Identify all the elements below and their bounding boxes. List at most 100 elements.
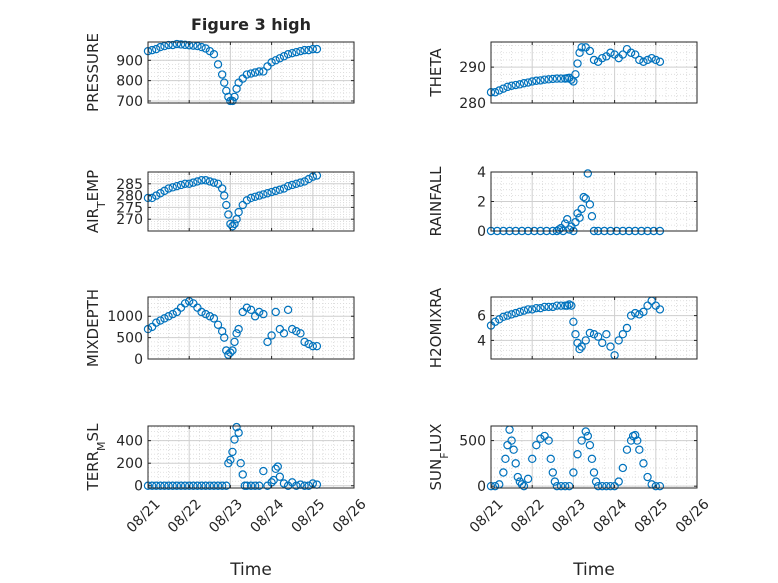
data-point (180, 299, 190, 308)
data-point (189, 178, 198, 187)
data-point (234, 207, 243, 217)
data-point (197, 176, 206, 185)
data-point (593, 481, 603, 491)
data-point (152, 318, 161, 327)
data-point (499, 468, 508, 477)
data-point (213, 60, 223, 69)
data-point (255, 307, 264, 317)
series-mixdepth (143, 297, 322, 359)
data-point (536, 434, 545, 443)
data-point (267, 187, 276, 197)
y-tick-label: 2 (477, 195, 486, 211)
data-point (263, 337, 272, 347)
data-point (197, 307, 206, 317)
y-tick-label: 4 (477, 333, 486, 349)
subplot-rainfall: 0 2 4 RAINFALL (427, 165, 698, 240)
data-point (618, 330, 628, 339)
axes-frame (490, 41, 698, 104)
data-point (275, 185, 285, 194)
data-point (279, 329, 289, 338)
data-point (292, 481, 301, 490)
data-point (593, 332, 603, 341)
data-point (587, 454, 597, 464)
data-point (540, 75, 549, 84)
data-point (589, 468, 599, 477)
data-point (639, 57, 648, 66)
data-point (209, 481, 219, 490)
data-point (622, 323, 632, 333)
y-tick-label: 1000 (107, 309, 143, 325)
data-point (164, 481, 173, 490)
data-point (635, 310, 644, 319)
data-point (224, 210, 233, 219)
y-tick-label: 0 (477, 479, 486, 495)
data-point (230, 435, 239, 444)
axes-frame (147, 425, 355, 489)
data-point (242, 70, 252, 79)
data-point (275, 54, 285, 63)
data-point (581, 336, 590, 345)
figure-title: Figure 3 high (191, 15, 311, 34)
data-point (152, 191, 161, 200)
data-point (271, 464, 280, 474)
data-point (503, 82, 512, 92)
y-tick-label: 290 (459, 60, 486, 76)
data-point (222, 200, 231, 210)
data-point (193, 177, 202, 186)
subplot-h2omixra: 4 6 H2OMIXRA (427, 287, 698, 368)
y-tick-label: 280 (116, 189, 143, 205)
data-point (164, 312, 173, 321)
data-point (507, 436, 516, 445)
data-point (234, 324, 243, 334)
data-point (585, 328, 595, 338)
data-point (532, 440, 541, 450)
data-point (643, 55, 652, 65)
data-point (655, 305, 665, 314)
data-point (209, 50, 219, 59)
data-point (556, 301, 566, 310)
data-point (213, 179, 223, 188)
data-point (304, 481, 313, 490)
data-point (655, 57, 665, 66)
data-point (560, 481, 570, 491)
data-point (532, 76, 541, 85)
data-point (172, 39, 182, 49)
data-point (639, 307, 648, 317)
data-point (193, 481, 202, 490)
series-sun_flux (486, 425, 665, 491)
data-point (296, 329, 305, 338)
data-point (511, 308, 520, 318)
data-point (585, 46, 595, 56)
y-axis-label: MIXDEPTH (84, 289, 102, 367)
y-tick-label: 4 (477, 165, 486, 181)
data-point (263, 189, 272, 198)
data-point (544, 75, 553, 84)
data-point (598, 53, 607, 63)
data-point (259, 309, 268, 319)
data-point (242, 196, 252, 205)
data-point (160, 481, 169, 490)
data-point (176, 481, 186, 490)
data-point (300, 45, 309, 55)
y-axis-label: THETA (427, 48, 445, 98)
data-point (523, 78, 533, 87)
data-point (255, 67, 264, 76)
data-point (250, 192, 260, 201)
data-point (180, 40, 190, 50)
series-terr_msl (143, 422, 322, 490)
data-point (238, 200, 247, 210)
axes-frame (490, 425, 698, 489)
data-point (631, 308, 640, 318)
data-point (606, 481, 615, 491)
data-point (513, 472, 522, 482)
data-point (147, 193, 157, 203)
data-point (226, 455, 235, 465)
data-point (279, 52, 289, 61)
data-point (213, 320, 223, 329)
data-point (567, 75, 576, 84)
data-point (579, 192, 588, 202)
data-point (201, 176, 210, 185)
data-point (172, 181, 182, 191)
y-tick-label: 6 (477, 309, 486, 325)
